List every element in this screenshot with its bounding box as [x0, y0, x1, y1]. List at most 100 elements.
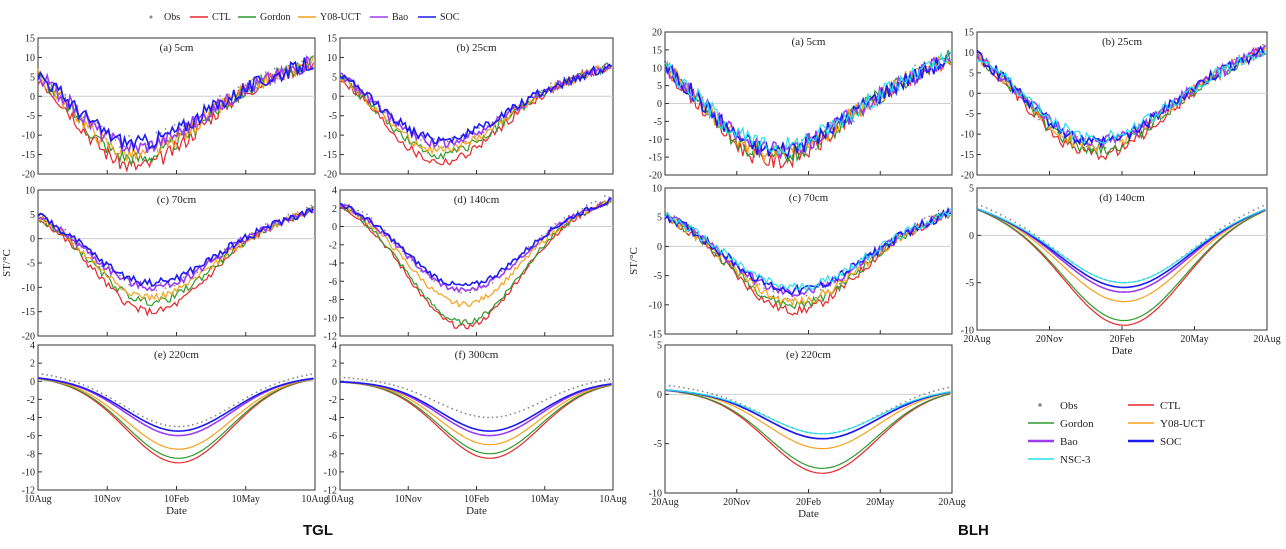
- obs-point: [491, 416, 494, 419]
- y-tick-label: -2: [27, 395, 35, 406]
- obs-point: [720, 395, 723, 398]
- series-line-gordon: [339, 381, 612, 455]
- obs-point: [164, 287, 167, 289]
- obs-point: [437, 401, 440, 404]
- obs-point: [464, 140, 467, 143]
- y-tick-label: 0: [30, 92, 35, 103]
- obs-point: [164, 128, 167, 130]
- obs-point: [264, 71, 267, 73]
- legend-blh: Obs CTL Gordon Y08-UCT Bao SOC NSC-3: [1028, 400, 1205, 466]
- x-tick-label: 20Aug: [938, 497, 965, 508]
- x-tick-label: 20Feb: [1110, 334, 1135, 345]
- obs-point: [69, 379, 71, 382]
- y-tick-label: -6: [329, 431, 337, 442]
- obs-point: [1028, 230, 1031, 233]
- series-line-soc: [339, 63, 613, 145]
- obs-point: [518, 410, 521, 413]
- obs-point: [777, 144, 780, 147]
- y-tick-label: 10: [327, 53, 337, 64]
- obs-point: [1209, 234, 1212, 237]
- legend-label: Obs: [1060, 400, 1078, 412]
- obs-point: [384, 382, 386, 384]
- obs-point: [370, 217, 373, 220]
- obs-point: [278, 381, 281, 384]
- obs-point: [536, 402, 539, 405]
- obs-point: [1009, 218, 1012, 221]
- obs-point: [990, 209, 993, 212]
- y-tick-label: -5: [654, 439, 662, 450]
- y-tick-label: -10: [649, 135, 662, 146]
- obs-point: [269, 385, 272, 387]
- obs-point: [608, 196, 611, 199]
- obs-point: [1014, 221, 1016, 224]
- obs-point: [119, 402, 121, 405]
- obs-point: [890, 407, 893, 410]
- obs-point: [603, 379, 606, 381]
- obs-point: [155, 131, 158, 134]
- series-line-y08-uct: [37, 377, 314, 450]
- obs-point: [585, 204, 588, 207]
- obs-point: [576, 385, 579, 388]
- obs-point: [210, 417, 212, 419]
- obs-point: [734, 401, 737, 403]
- obs-point: [155, 421, 158, 424]
- obs-point: [786, 297, 789, 300]
- obs-point: [590, 202, 593, 204]
- series-line-gordon: [976, 46, 1266, 156]
- obs-point: [173, 284, 176, 287]
- obs-point: [64, 93, 67, 96]
- obs-point: [1252, 209, 1255, 212]
- y-tick-label: -4: [329, 413, 337, 424]
- y-tick-label: 0: [969, 89, 974, 100]
- x-tick-label: 10Aug: [301, 494, 328, 505]
- y-tick-label: -15: [649, 153, 662, 164]
- obs-point: [464, 412, 467, 415]
- series-line-soc: [37, 377, 314, 432]
- y-tick-label: -15: [961, 150, 974, 161]
- obs-point: [725, 397, 728, 400]
- obs-point: [251, 393, 253, 396]
- series-line-y08-uct: [664, 389, 951, 450]
- chart-panel-blh-d: -10 -5 0 5 20Aug 20Nov 20Feb 20May 20Aug Date (d) …: [961, 184, 1281, 358]
- obs-point: [128, 135, 131, 137]
- obs-point: [1233, 219, 1236, 222]
- series-line-soc: [339, 381, 612, 432]
- obs-point: [182, 425, 185, 428]
- obs-point: [1233, 58, 1236, 61]
- series-line-gordon: [976, 208, 1266, 322]
- obs-point: [523, 408, 525, 411]
- y-tick-label: -12: [22, 486, 35, 497]
- obs-point: [201, 421, 203, 423]
- series-line-ctl: [339, 64, 612, 166]
- obs-point: [683, 386, 685, 389]
- obs-point: [366, 213, 368, 216]
- y-tick-label: -12: [324, 332, 337, 343]
- obs-point: [532, 404, 534, 407]
- y-tick-label: 0: [657, 242, 662, 253]
- series-line-soc: [339, 197, 612, 287]
- x-axis-label: Date: [798, 508, 819, 520]
- obs-point: [942, 387, 945, 390]
- obs-point: [460, 292, 463, 294]
- obs-point: [487, 416, 489, 419]
- legend-label: Bao: [392, 12, 408, 23]
- obs-point: [155, 289, 158, 292]
- obs-point: [1004, 216, 1007, 219]
- obs-point: [482, 416, 485, 419]
- y-tick-label: -10: [22, 283, 35, 294]
- obs-point: [563, 390, 566, 393]
- obs-point: [923, 217, 926, 220]
- chart-panel-tgl-c: -20 -15 -10 -5 0 5 10 ST/°C (c) 70cm: [1, 186, 316, 343]
- obs-point: [1038, 236, 1040, 239]
- obs-point: [433, 280, 436, 282]
- obs-point: [904, 400, 907, 403]
- y-tick-label: -6: [329, 277, 337, 288]
- obs-point: [568, 388, 570, 391]
- obs-point: [160, 282, 162, 284]
- y-tick-label: 4: [332, 341, 337, 352]
- obs-point: [361, 88, 364, 91]
- obs-point: [393, 384, 395, 387]
- obs-point: [370, 379, 373, 382]
- obs-point: [673, 385, 676, 388]
